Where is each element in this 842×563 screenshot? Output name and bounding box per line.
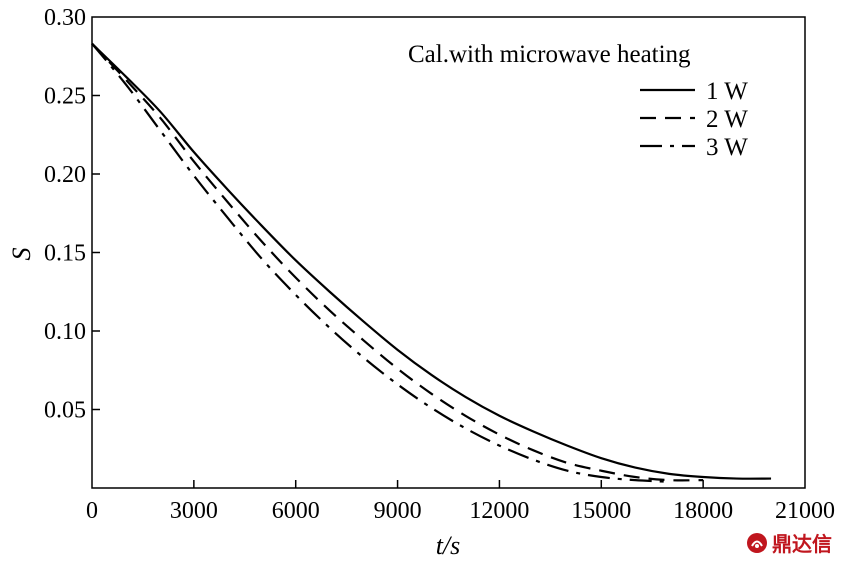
y-tick-label: 0.10: [44, 319, 86, 345]
y-tick-label: 0.20: [44, 162, 86, 188]
legend-label-1: 1 W: [706, 78, 748, 105]
x-tick-label: 18000: [673, 498, 733, 524]
y-axis-ticks: 0.05 0.10 0.15 0.20 0.25 0.30: [44, 5, 100, 424]
x-axis-ticks: 0 3000 6000 9000 12000 15000 18000 21000: [86, 480, 835, 524]
x-tick-label: 6000: [272, 498, 320, 524]
x-axis-title: t/s: [436, 531, 461, 560]
legend: Cal.with microwave heating 1 W2 W3 W: [408, 41, 748, 161]
series-line-3: [91, 42, 670, 483]
legend-title: Cal.with microwave heating: [408, 41, 691, 68]
series-layer: [91, 42, 772, 483]
watermark-logo-icon: [747, 532, 767, 553]
y-tick-label: 0.30: [44, 5, 86, 31]
legend-label-3: 3 W: [706, 134, 748, 161]
y-tick-label: 0.05: [44, 398, 86, 424]
x-tick-label: 3000: [170, 498, 218, 524]
y-tick-label: 0.15: [44, 241, 86, 267]
x-tick-label: 12000: [469, 498, 529, 524]
x-tick-label: 0: [86, 498, 98, 524]
y-axis-title: S: [7, 248, 36, 261]
watermark-text: 鼎达信: [772, 532, 832, 556]
series-line-1: [91, 42, 772, 480]
series-line-2: [91, 42, 704, 482]
x-tick-label: 15000: [571, 498, 631, 524]
legend-label-2: 2 W: [706, 106, 748, 133]
watermark: 鼎达信: [746, 528, 832, 557]
y-tick-label: 0.25: [44, 84, 86, 110]
x-tick-label: 21000: [775, 498, 835, 524]
x-tick-label: 9000: [374, 498, 422, 524]
